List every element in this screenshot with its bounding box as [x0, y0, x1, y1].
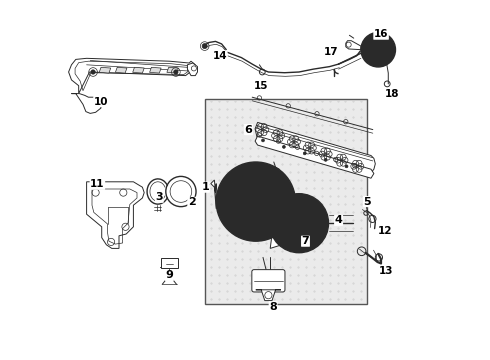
Circle shape [91, 70, 95, 74]
Polygon shape [187, 63, 197, 76]
Text: 8: 8 [269, 302, 277, 312]
Text: 18: 18 [385, 89, 399, 99]
Polygon shape [211, 180, 216, 209]
Text: 15: 15 [254, 81, 269, 91]
Text: 11: 11 [90, 179, 105, 189]
Text: 2: 2 [188, 197, 196, 207]
Circle shape [270, 194, 328, 253]
Polygon shape [255, 136, 374, 178]
Polygon shape [133, 67, 144, 73]
Circle shape [294, 219, 303, 228]
Polygon shape [167, 67, 178, 73]
Circle shape [262, 139, 265, 142]
Circle shape [282, 145, 285, 148]
Text: 3: 3 [155, 192, 163, 202]
Polygon shape [270, 182, 288, 209]
Circle shape [174, 70, 178, 74]
Text: 6: 6 [245, 125, 252, 135]
Polygon shape [69, 58, 196, 94]
Circle shape [345, 165, 348, 168]
Polygon shape [149, 67, 161, 73]
Polygon shape [270, 212, 288, 248]
Polygon shape [116, 67, 127, 73]
Circle shape [324, 158, 327, 161]
Polygon shape [99, 67, 111, 73]
Circle shape [375, 47, 381, 53]
Text: 13: 13 [379, 266, 393, 276]
Polygon shape [255, 122, 375, 173]
Text: 7: 7 [302, 236, 309, 246]
Circle shape [202, 44, 207, 49]
Text: 17: 17 [324, 47, 339, 57]
FancyBboxPatch shape [205, 99, 368, 304]
Polygon shape [87, 182, 144, 248]
Polygon shape [346, 41, 361, 50]
Text: 16: 16 [374, 29, 389, 39]
FancyBboxPatch shape [161, 258, 178, 268]
FancyBboxPatch shape [252, 270, 285, 292]
Polygon shape [72, 94, 101, 113]
Circle shape [361, 32, 395, 67]
Text: 9: 9 [166, 270, 173, 280]
Text: 14: 14 [213, 51, 227, 61]
Text: 4: 4 [335, 215, 343, 225]
Circle shape [216, 162, 295, 241]
Text: 10: 10 [94, 96, 108, 107]
Text: 12: 12 [377, 226, 392, 236]
Circle shape [303, 152, 306, 155]
Text: 5: 5 [364, 197, 371, 207]
Text: 1: 1 [201, 182, 209, 192]
Polygon shape [256, 290, 281, 301]
